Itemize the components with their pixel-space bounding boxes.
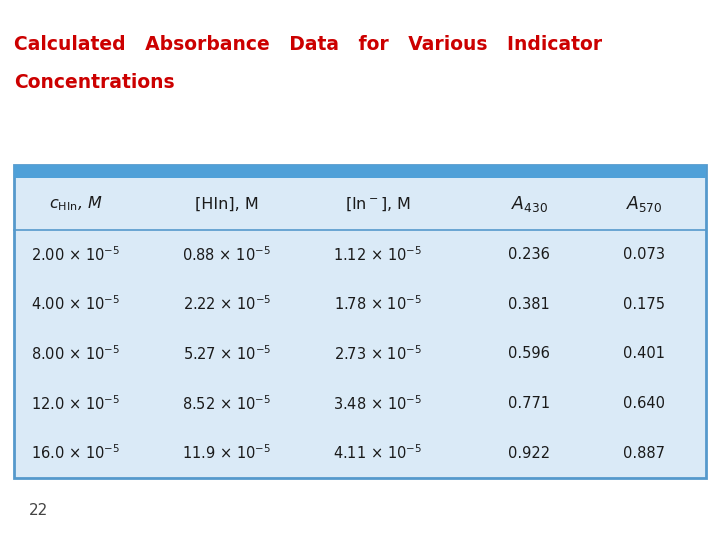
Text: 0.640: 0.640 (624, 396, 665, 411)
Text: 0.771: 0.771 (508, 396, 550, 411)
Text: 1.78 $\times$ $10^{-5}$: 1.78 $\times$ $10^{-5}$ (334, 295, 422, 313)
Text: Calculated   Absorbance   Data   for   Various   Indicator: Calculated Absorbance Data for Various I… (14, 35, 603, 54)
Text: 0.401: 0.401 (624, 346, 665, 361)
Text: 3.48 $\times$ $10^{-5}$: 3.48 $\times$ $10^{-5}$ (333, 394, 423, 413)
Text: 12.0 $\times$ $10^{-5}$: 12.0 $\times$ $10^{-5}$ (31, 394, 120, 413)
Text: $c_\mathrm{HIn}$, M: $c_\mathrm{HIn}$, M (49, 194, 102, 213)
Text: 0.381: 0.381 (508, 296, 550, 312)
Text: 0.175: 0.175 (624, 296, 665, 312)
Text: 2.73 $\times$ $10^{-5}$: 2.73 $\times$ $10^{-5}$ (334, 345, 422, 363)
Text: $A_{430}$: $A_{430}$ (510, 194, 548, 214)
Text: 0.887: 0.887 (624, 446, 665, 461)
Text: 22: 22 (29, 503, 48, 518)
Text: 8.52 $\times$ $10^{-5}$: 8.52 $\times$ $10^{-5}$ (182, 394, 271, 413)
Text: [HIn], M: [HIn], M (195, 197, 258, 211)
Text: 4.11 $\times$ $10^{-5}$: 4.11 $\times$ $10^{-5}$ (333, 444, 423, 462)
Text: 11.9 $\times$ $10^{-5}$: 11.9 $\times$ $10^{-5}$ (182, 444, 271, 462)
Text: 4.00 $\times$ $10^{-5}$: 4.00 $\times$ $10^{-5}$ (31, 295, 120, 313)
Text: 1.12 $\times$ $10^{-5}$: 1.12 $\times$ $10^{-5}$ (333, 245, 423, 264)
Text: 5.27 $\times$ $10^{-5}$: 5.27 $\times$ $10^{-5}$ (183, 345, 271, 363)
Bar (14, 165, 706, 178)
Text: 0.596: 0.596 (508, 346, 550, 361)
Text: 2.22 $\times$ $10^{-5}$: 2.22 $\times$ $10^{-5}$ (183, 295, 271, 313)
Text: 0.236: 0.236 (508, 247, 550, 262)
Text: 0.88 $\times$ $10^{-5}$: 0.88 $\times$ $10^{-5}$ (182, 245, 271, 264)
Text: 16.0 $\times$ $10^{-5}$: 16.0 $\times$ $10^{-5}$ (31, 444, 120, 462)
Text: 0.922: 0.922 (508, 446, 550, 461)
Text: 8.00 $\times$ $10^{-5}$: 8.00 $\times$ $10^{-5}$ (31, 345, 120, 363)
Text: Concentrations: Concentrations (14, 73, 175, 92)
Text: [In$^-$], M: [In$^-$], M (345, 195, 411, 213)
Text: 2.00 $\times$ $10^{-5}$: 2.00 $\times$ $10^{-5}$ (31, 245, 120, 264)
Text: 0.073: 0.073 (624, 247, 665, 262)
Text: $A_{570}$: $A_{570}$ (626, 194, 662, 214)
FancyBboxPatch shape (14, 165, 706, 478)
